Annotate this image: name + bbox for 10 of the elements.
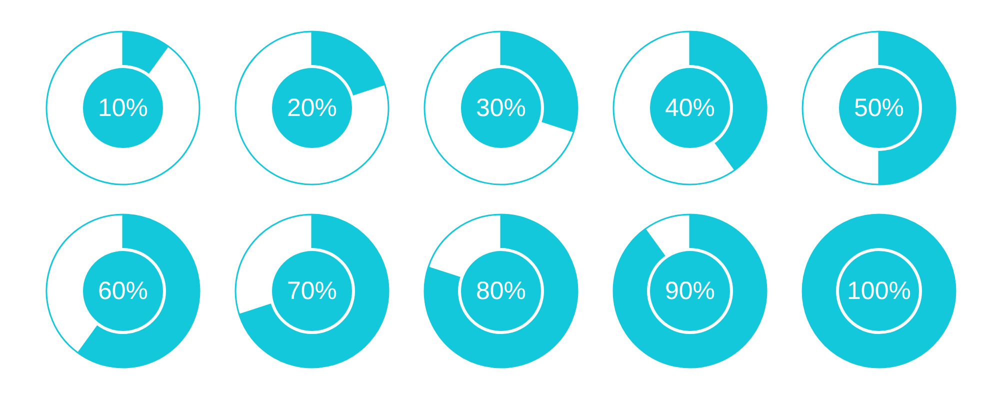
text: 60% — [98, 277, 148, 305]
text: 100% — [847, 277, 911, 305]
text: 80% — [476, 277, 526, 305]
text: 10% — [98, 94, 148, 122]
text: 30% — [476, 94, 526, 122]
text: 70% — [286, 277, 338, 305]
text: 40% — [664, 94, 716, 122]
text: 90% — [664, 277, 716, 305]
text: 50% — [854, 94, 904, 122]
text: 20% — [286, 94, 338, 122]
